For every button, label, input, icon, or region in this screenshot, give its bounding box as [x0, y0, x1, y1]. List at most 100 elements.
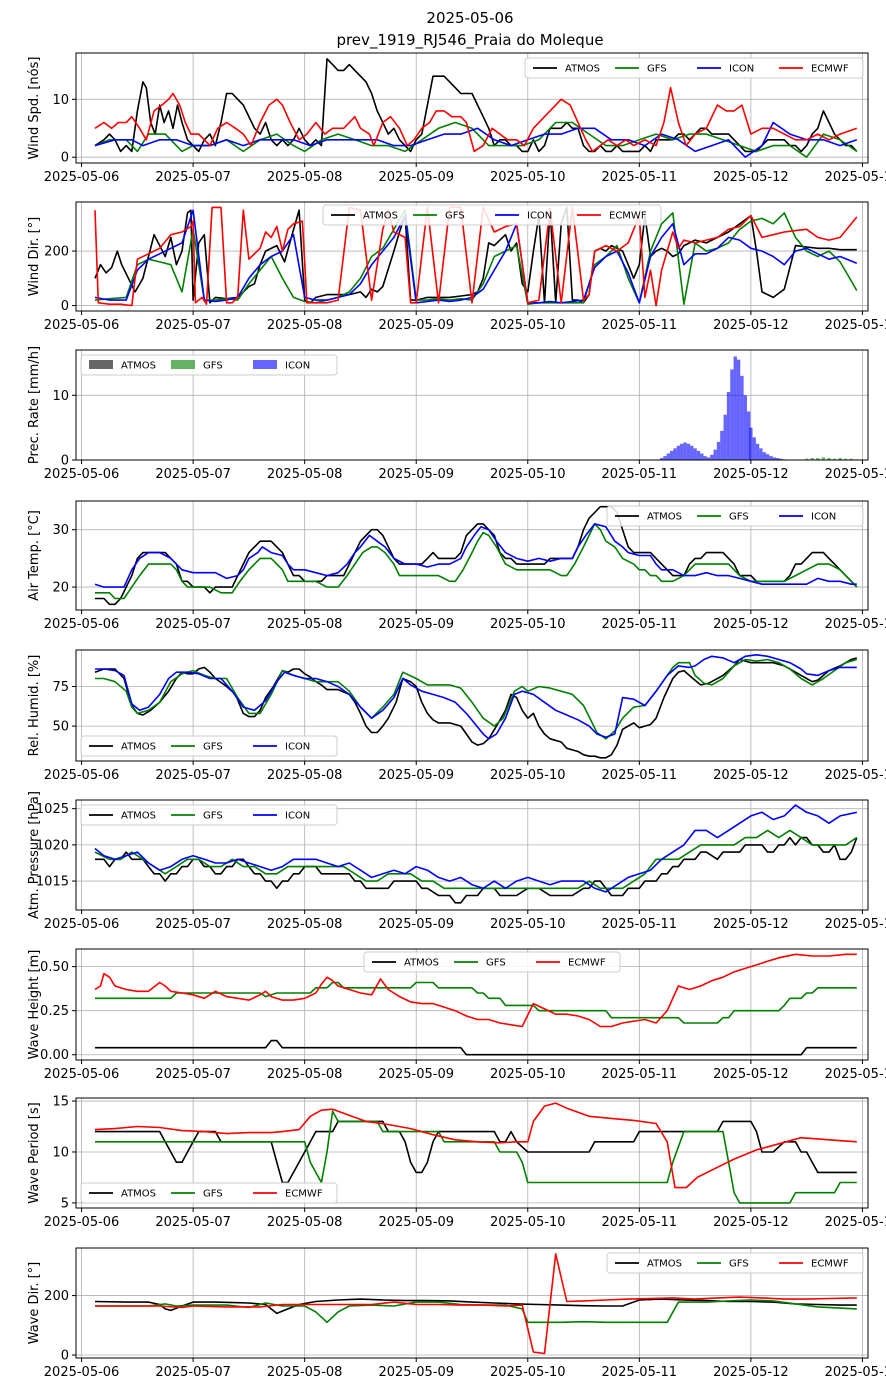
legend-label: GFS: [203, 742, 223, 753]
x-tick-label: 2025-05-06: [44, 1365, 120, 1380]
legend: ATMOS GFS ECMWF: [80, 1182, 338, 1204]
plot-area: [659, 356, 859, 460]
x-tick-label: 2025-05-06: [44, 768, 120, 783]
x-tick-label: 2025-05-08: [267, 1067, 343, 1082]
legend-label: GFS: [203, 811, 223, 822]
x-tick-label: 2025-05-08: [267, 917, 343, 932]
plot-area: [94, 654, 858, 759]
x-tick-label: 2025-05-06: [44, 617, 120, 632]
legend-swatch: [253, 360, 277, 369]
precip-bar-icon: [713, 449, 717, 460]
legend-label: ATMOS: [121, 811, 156, 822]
x-tick-label: 2025-05-12: [713, 617, 789, 632]
series-line-ecmwf: [94, 1102, 857, 1189]
precip-bar-icon: [696, 450, 701, 460]
y-tick-label: 1020: [36, 838, 69, 853]
y-tick-label: 0: [61, 454, 69, 469]
precip-bar-icon: [666, 453, 670, 460]
x-tick-label: 2025-05-09: [378, 1215, 454, 1230]
axes-frame: [75, 649, 869, 762]
panel-4: 2025-05-06 2025-05-07 2025-05-08 2025-05-09…: [27, 500, 886, 632]
legend-label: ATMOS: [565, 64, 600, 75]
precip-bar-icon: [720, 430, 724, 460]
x-tick-label: 2025-05-09: [378, 917, 454, 932]
panel-8: 2025-05-06 2025-05-07 2025-05-08 2025-05-09…: [27, 1095, 886, 1230]
axes-frame: [75, 52, 869, 164]
legend-box: [80, 804, 338, 826]
legend: ATMOS GFS ICON ECMWF: [524, 57, 864, 79]
legend-label: ICON: [285, 811, 310, 822]
y-axis-label: Wave Height [m]: [27, 950, 42, 1060]
y-axis-label: Wind Spd. [nós]: [27, 57, 42, 160]
precip-bar-icon: [726, 392, 731, 460]
legend-label: GFS: [729, 512, 749, 523]
precip-bar-icon: [693, 448, 697, 460]
precip-bar-icon: [755, 443, 760, 460]
x-tick-label: 2025-05-10: [490, 1215, 566, 1230]
precip-bar-icon: [762, 452, 766, 460]
plot-area: [94, 1102, 857, 1204]
plot-area: [94, 1253, 857, 1355]
series-line-gfs: [95, 981, 857, 1024]
x-tick-label: 2025-05-12: [713, 170, 789, 185]
panel-5: 2025-05-06 2025-05-07 2025-05-08 2025-05-09…: [27, 649, 886, 783]
legend-label: ECMWF: [285, 1189, 323, 1200]
x-tick-label: 2025-05-11: [602, 617, 678, 632]
legend: ATMOS GFS ICON ECMWF: [322, 204, 662, 226]
y-axis-label: Prec. Rate [mm/h]: [27, 346, 42, 464]
series-line-atmos: [95, 505, 858, 606]
series-line-gfs: [94, 829, 858, 890]
series-line-icon: [94, 209, 858, 304]
series-line-ecmwf: [94, 953, 857, 1028]
y-axis-label: Rel. Humid. [%]: [27, 655, 42, 757]
x-tick-label: 2025-05-13: [825, 1215, 886, 1230]
x-tick-label: 2025-05-11: [602, 768, 678, 783]
x-tick-label: 2025-05-07: [155, 467, 231, 482]
precip-bar-gfs: [810, 458, 814, 460]
legend-label: ECMWF: [811, 64, 849, 75]
legend-label: GFS: [445, 211, 465, 222]
x-tick-label: 2025-05-08: [267, 467, 343, 482]
legend-label: ATMOS: [647, 512, 682, 523]
legend-box: [80, 735, 338, 757]
x-tick-label: 2025-05-09: [378, 1365, 454, 1380]
x-tick-label: 2025-05-07: [155, 768, 231, 783]
precip-bar-icon: [759, 448, 763, 460]
precip-bar-icon: [690, 445, 694, 460]
y-axis-label: Atm. Pressure [hPa]: [27, 791, 42, 919]
x-tick-label: 2025-05-06: [44, 170, 120, 185]
plot-area: [94, 804, 858, 904]
precip-bar-icon: [779, 458, 783, 460]
legend-label: ATMOS: [121, 742, 156, 753]
series-line-gfs: [95, 1110, 857, 1204]
y-axis-label: Wave Dir. [°]: [27, 1262, 42, 1345]
precip-bar-gfs: [844, 458, 848, 460]
precip-bar-icon: [706, 457, 711, 460]
legend: ATMOS GFS ECMWF: [363, 951, 621, 973]
precip-bar-gfs: [804, 458, 809, 460]
x-tick-label: 2025-05-13: [825, 917, 886, 932]
x-tick-label: 2025-05-11: [602, 1215, 678, 1230]
x-tick-label: 2025-05-08: [267, 617, 343, 632]
series-line-atmos: [95, 836, 858, 904]
x-tick-label: 2025-05-09: [378, 467, 454, 482]
x-tick-label: 2025-05-13: [825, 318, 886, 333]
precip-bar-icon: [730, 369, 734, 460]
x-tick-label: 2025-05-13: [825, 768, 886, 783]
precip-bar-icon: [686, 443, 691, 460]
precip-bar-gfs: [832, 458, 837, 460]
x-tick-label: 2025-05-09: [378, 617, 454, 632]
precip-bar-icon: [740, 375, 744, 460]
precip-bar-gfs: [849, 458, 853, 460]
legend-label: GFS: [486, 958, 506, 969]
panels-container: 2025-05-06 2025-05-07 2025-05-08 2025-05-09…: [27, 52, 886, 1380]
x-tick-label: 2025-05-09: [378, 170, 454, 185]
precip-bar-icon: [680, 443, 684, 460]
legend-label: ATMOS: [121, 361, 156, 372]
legend: ATMOS GFS ICON: [80, 354, 338, 376]
x-tick-label: 2025-05-07: [155, 917, 231, 932]
x-tick-label: 2025-05-12: [713, 318, 789, 333]
plot-area: [94, 58, 858, 158]
series-line-icon: [94, 523, 857, 588]
series-line-ecmwf: [94, 206, 858, 307]
